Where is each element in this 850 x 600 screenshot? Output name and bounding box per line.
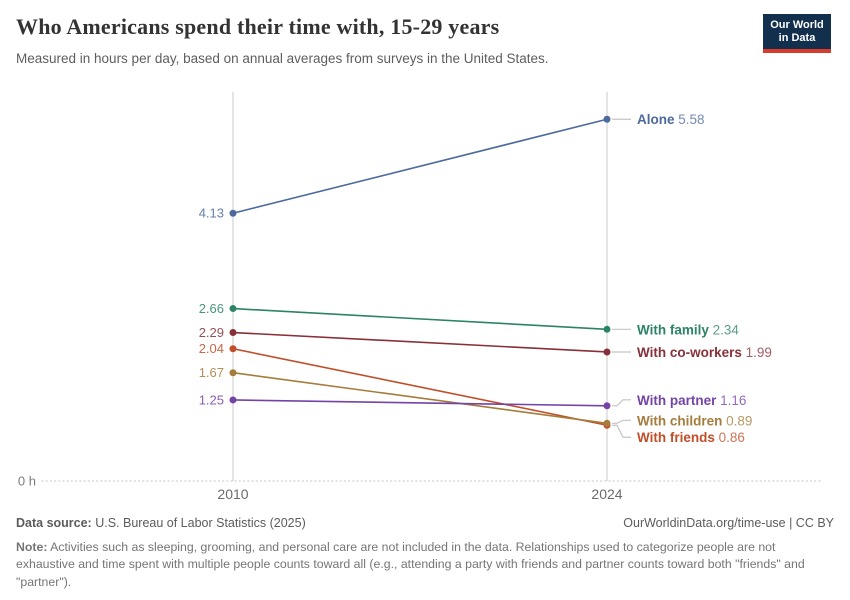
datasource-line: Data source: U.S. Bureau of Labor Statis… — [16, 516, 306, 530]
series-point-alone-start[interactable] — [229, 209, 237, 217]
chart-title: Who Americans spend their time with, 15-… — [16, 14, 500, 39]
series-line-with-co-workers[interactable] — [232, 331, 608, 353]
zero-baseline-label: 0 h — [18, 474, 36, 489]
series-start-value-with-family: 2.66 — [199, 301, 224, 316]
label-connector-with-friends — [612, 424, 631, 438]
series-point-with-co-workers-start[interactable] — [229, 329, 237, 337]
series-line-alone[interactable] — [232, 118, 608, 215]
label-connector-with-partner — [612, 399, 631, 407]
series-label-with-partner[interactable]: With partner 1.16 — [637, 392, 746, 407]
slope-chart[interactable]: 2010 2024 0 h 2.66 With family 2.34 2.29 With … — [0, 0, 850, 505]
series-point-with-children-end[interactable] — [603, 419, 611, 427]
attribution-link[interactable]: OurWorldinData.org/time-use | CC BY — [623, 516, 834, 530]
owid-logo: Our World in Data — [763, 14, 831, 53]
series-point-with-family-end[interactable] — [603, 325, 611, 333]
label-connector-with-children — [612, 419, 631, 424]
x-tick-2010: 2010 — [217, 486, 248, 502]
source-row: Data source: U.S. Bureau of Labor Statis… — [16, 516, 834, 530]
owid-logo-line2: in Data — [778, 32, 816, 44]
series-point-with-family-start[interactable] — [229, 305, 237, 313]
series-start-value-with-friends: 2.04 — [199, 341, 224, 356]
series-label-with-friends[interactable]: With friends 0.86 — [637, 430, 745, 445]
series-start-value-with-children: 1.67 — [199, 365, 224, 380]
series-start-value-alone: 4.13 — [199, 206, 224, 221]
series-label-with-children[interactable]: With children 0.89 — [637, 413, 752, 428]
series-line-with-children[interactable] — [232, 371, 608, 425]
series-point-with-partner-start[interactable] — [229, 396, 237, 404]
series-label-with-co-workers[interactable]: With co-workers 1.99 — [637, 344, 772, 359]
series-line-with-friends[interactable] — [232, 347, 608, 427]
datasource-label: Data source: — [16, 516, 92, 530]
series-point-with-friends-start[interactable] — [229, 345, 237, 353]
series-point-with-children-start[interactable] — [229, 369, 237, 377]
series-line-with-partner[interactable] — [232, 399, 608, 407]
chart-subtitle: Measured in hours per day, based on annu… — [16, 51, 549, 66]
datasource-text: U.S. Bureau of Labor Statistics (2025) — [91, 516, 306, 530]
chart-footer: Data source: U.S. Bureau of Labor Statis… — [16, 516, 834, 591]
footnote: Note: Activities such as sleeping, groom… — [16, 539, 834, 591]
footnote-label: Note: — [16, 540, 48, 554]
footnote-text: Activities such as sleeping, grooming, a… — [16, 540, 805, 589]
chart-header: Who Americans spend their time with, 15-… — [16, 14, 740, 66]
owid-logo-line1: Our World — [770, 19, 824, 31]
series-point-with-co-workers-end[interactable] — [603, 348, 611, 356]
series-label-with-family[interactable]: With family 2.34 — [637, 322, 739, 337]
series-line-with-family[interactable] — [232, 307, 608, 331]
series-point-alone-end[interactable] — [603, 115, 611, 123]
series-label-alone[interactable]: Alone 5.58 — [637, 112, 705, 127]
series-point-with-partner-end[interactable] — [603, 402, 611, 410]
x-tick-2024: 2024 — [591, 486, 622, 502]
series-start-value-with-partner: 1.25 — [199, 392, 224, 407]
series-start-value-with-co-workers: 2.29 — [199, 325, 224, 340]
